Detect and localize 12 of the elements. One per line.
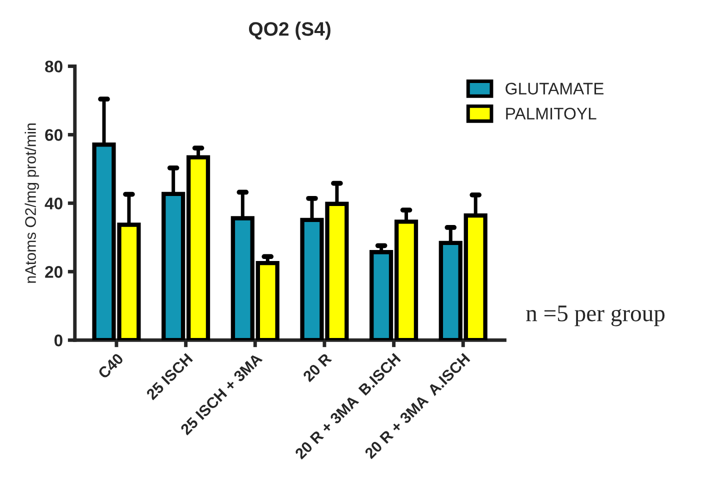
text: n =5 per group: [526, 306, 665, 326]
y-tick-label: 0: [54, 334, 62, 346]
chart-title: QO2 (S4): [249, 22, 330, 40]
y-tick-label: 40: [44, 198, 62, 210]
legend-label: GLUTAMATE: [506, 82, 604, 95]
x-tick-label: 20 R: [302, 352, 332, 382]
legend-label: PALMITOYL: [506, 108, 596, 120]
y-tick-label: 20: [45, 266, 62, 278]
y-tick-label: 60: [45, 129, 62, 141]
y-axis-title: nAtoms O2/mg prot/min: [24, 124, 39, 283]
y-tick-label: 80: [45, 60, 62, 72]
x-tick-label: C40: [97, 352, 124, 380]
